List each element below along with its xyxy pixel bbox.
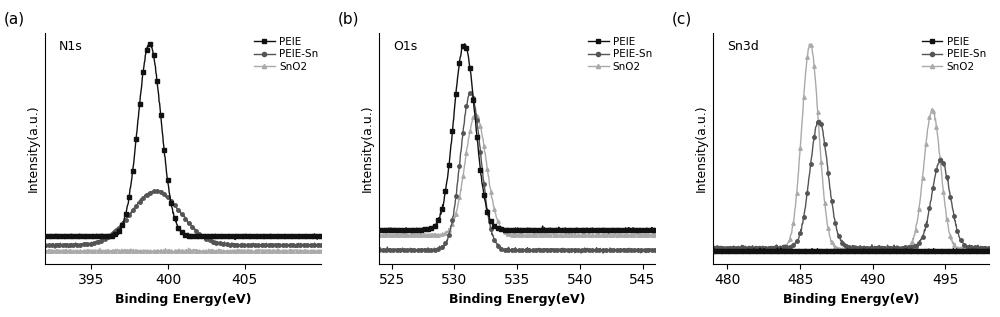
Legend: PEIE, PEIE-Sn, SnO2: PEIE, PEIE-Sn, SnO2 xyxy=(254,36,318,72)
Text: (a): (a) xyxy=(4,11,25,27)
Text: (b): (b) xyxy=(338,11,359,27)
Legend: PEIE, PEIE-Sn, SnO2: PEIE, PEIE-Sn, SnO2 xyxy=(588,36,652,72)
X-axis label: Binding Energy(eV): Binding Energy(eV) xyxy=(783,293,919,306)
X-axis label: Binding Energy(eV): Binding Energy(eV) xyxy=(115,293,252,306)
Text: N1s: N1s xyxy=(59,40,83,53)
Legend: PEIE, PEIE-Sn, SnO2: PEIE, PEIE-Sn, SnO2 xyxy=(922,36,986,72)
Y-axis label: Intensity(a.u.): Intensity(a.u.) xyxy=(694,105,707,192)
Text: (c): (c) xyxy=(671,11,692,27)
Y-axis label: Intensity(a.u.): Intensity(a.u.) xyxy=(27,105,40,192)
Text: Sn3d: Sn3d xyxy=(727,40,758,53)
X-axis label: Binding Energy(eV): Binding Energy(eV) xyxy=(449,293,585,306)
Text: O1s: O1s xyxy=(393,40,417,53)
Y-axis label: Intensity(a.u.): Intensity(a.u.) xyxy=(361,105,374,192)
